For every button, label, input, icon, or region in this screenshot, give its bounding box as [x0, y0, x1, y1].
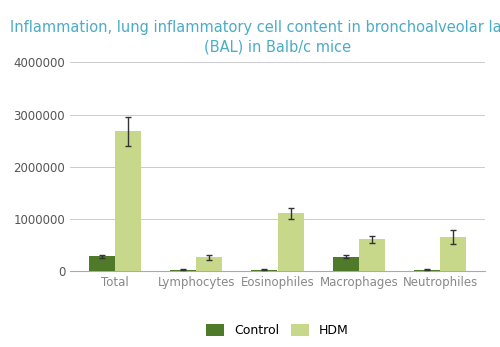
Bar	[333, 257, 359, 271]
Bar	[115, 131, 141, 271]
Bar	[440, 237, 466, 271]
Bar	[359, 239, 385, 271]
Title: Inflammation, lung inflammatory cell content in bronchoalveolar lavages
(BAL) in: Inflammation, lung inflammatory cell con…	[10, 19, 500, 54]
Bar	[196, 257, 222, 271]
Bar	[170, 270, 196, 271]
Bar	[414, 270, 440, 271]
Legend: Control, HDM: Control, HDM	[200, 318, 355, 344]
Bar	[252, 270, 278, 271]
Bar	[89, 256, 115, 271]
Bar	[278, 213, 303, 271]
